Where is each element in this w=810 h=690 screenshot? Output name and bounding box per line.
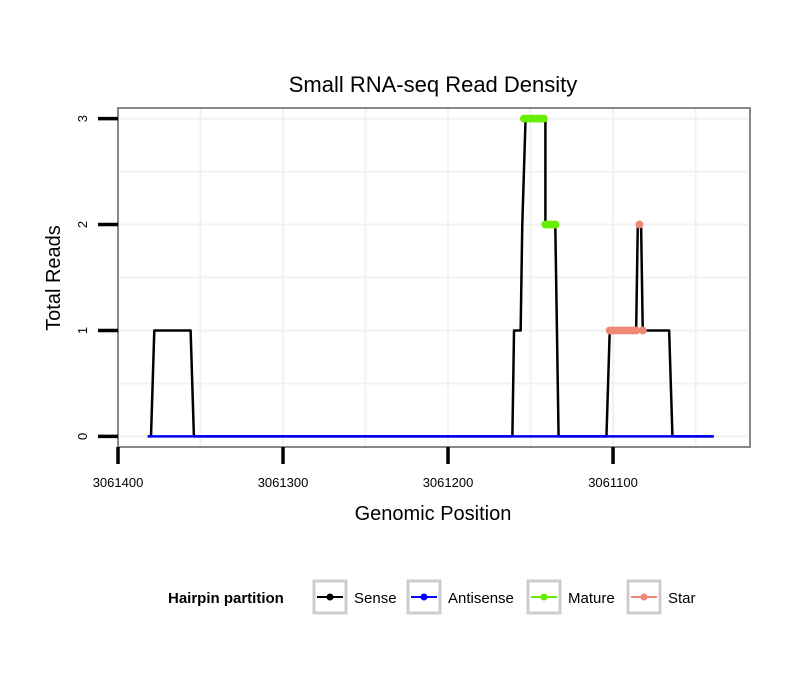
series-point-star [635,220,644,229]
axes: 3061400 3061300 3061200 3061100 0 1 2 3 [75,115,638,490]
x-axis-label: Genomic Position [355,503,512,525]
y-tick-label: 1 [75,327,90,334]
series-layer [147,114,714,438]
y-axis-label: Total Reads [43,225,65,331]
legend-label-star: Star [668,590,696,607]
x-tick-label: 3061200 [423,475,474,490]
series-point-star [638,326,647,335]
y-tick-label: 0 [75,433,90,440]
legend-point-sense [326,593,334,601]
x-tick-label: 3061400 [93,475,144,490]
legend: Hairpin partition Sense Antisense Mature St… [168,579,696,615]
legend-title: Hairpin partition [168,590,284,607]
legend-point-star [640,593,648,601]
y-tick-label: 2 [75,221,90,228]
x-tick-label: 3061300 [258,475,309,490]
legend-label-sense: Sense [354,590,397,607]
legend-label-mature: Mature [568,590,615,607]
series-point-mature [539,114,548,123]
x-tick-label: 3061100 [588,475,638,490]
legend-point-mature [540,593,548,601]
y-tick-label: 3 [75,115,90,122]
plot-border [117,107,751,448]
chart-title: Small RNA-seq Read Density [289,72,578,97]
series-point-star [632,326,641,335]
legend-label-antisense: Antisense [448,590,514,607]
legend-point-antisense [420,593,428,601]
series-point-mature [551,220,560,229]
